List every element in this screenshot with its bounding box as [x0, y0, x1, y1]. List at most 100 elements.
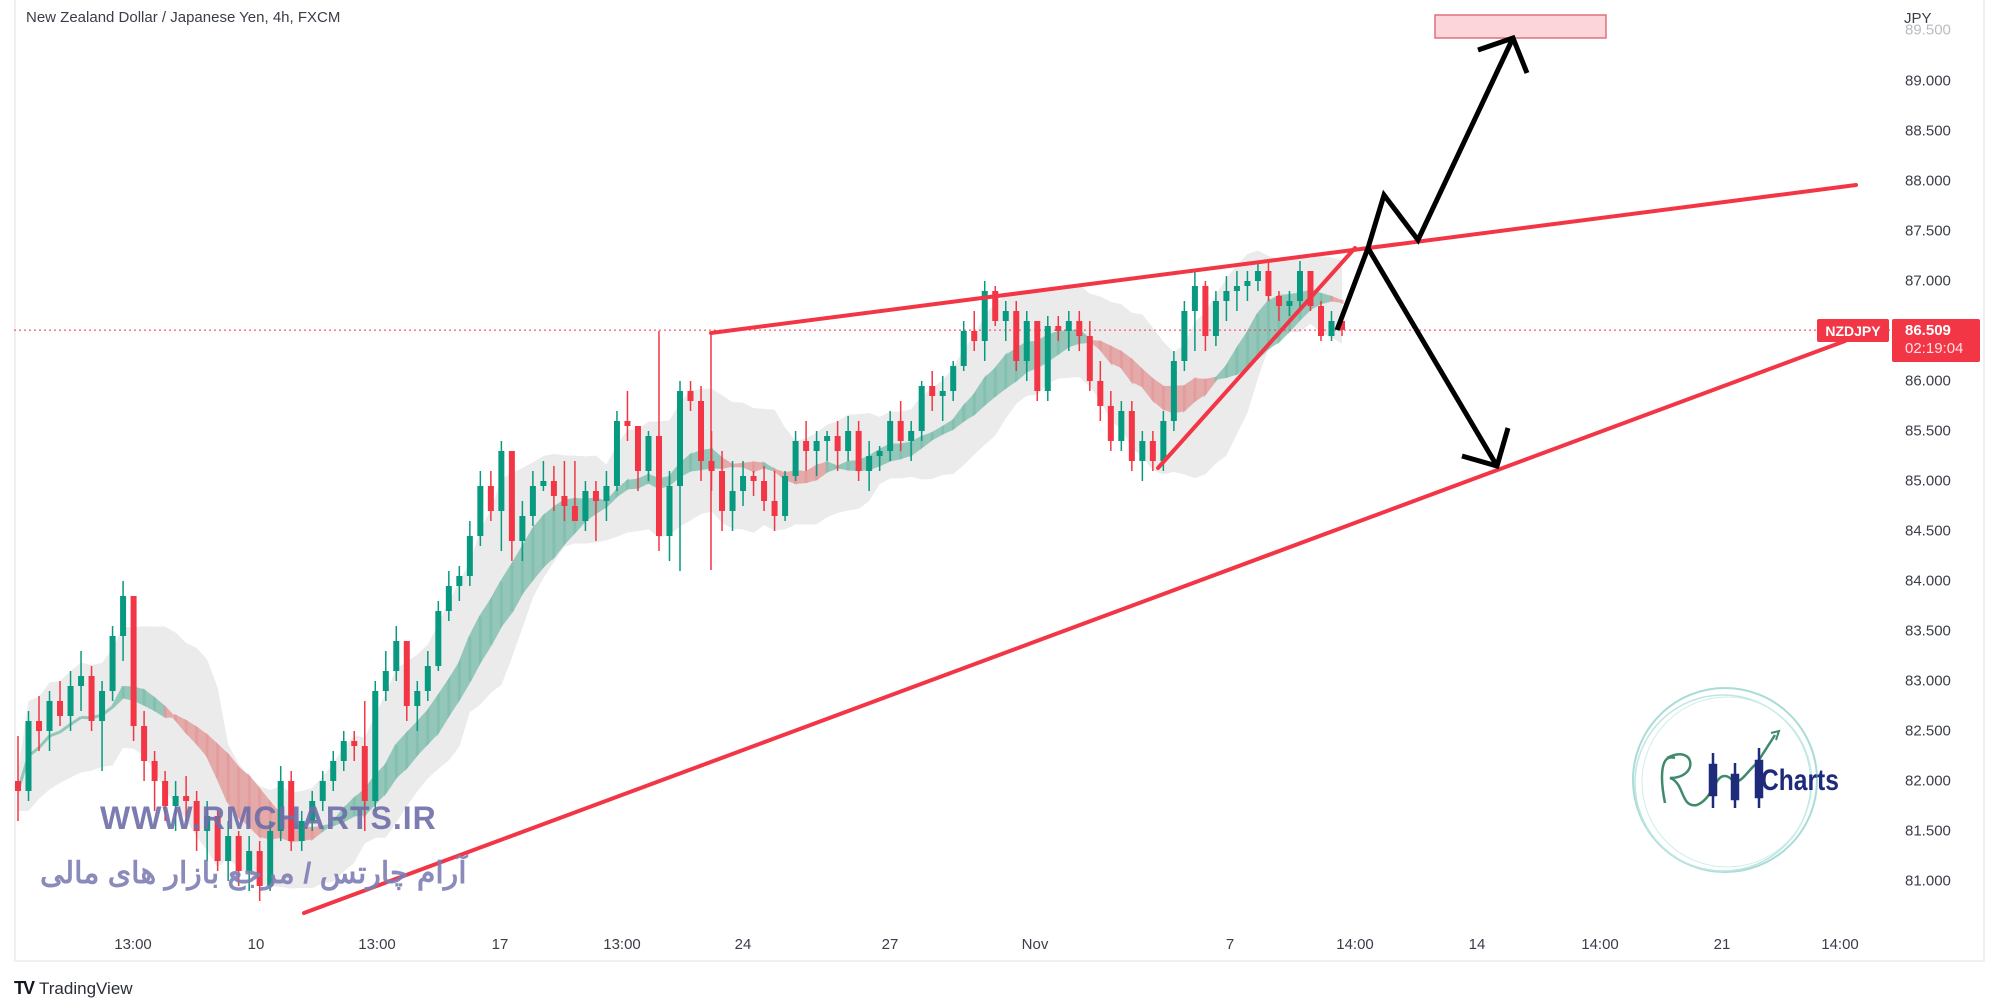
candle-body [740, 476, 747, 491]
candle-body [981, 291, 988, 341]
candle-body [1097, 381, 1104, 406]
candle-body [897, 421, 904, 441]
time-axis[interactable]: 13:00 10 13:00 17 13:00 24 27 Nov 7 14:00 14 14:00 2… [14, 930, 1890, 962]
candle-body [172, 796, 179, 806]
candle-body [1034, 321, 1041, 391]
candle-body [1139, 441, 1146, 461]
ma-band [531, 512, 545, 583]
candle-body [1160, 421, 1167, 461]
target-zone[interactable] [1434, 14, 1607, 39]
time-tick: 17 [491, 936, 509, 953]
candle-body [971, 331, 978, 341]
candle-body [15, 781, 21, 791]
candle-body [256, 851, 263, 886]
candle-body [824, 436, 831, 441]
ma-band [48, 730, 61, 738]
candle-body [288, 781, 295, 841]
price-tick: 83.500 [1905, 622, 1951, 640]
time-tick: 13:00 [358, 936, 396, 953]
candle-body [1044, 326, 1051, 391]
candle-body [235, 836, 242, 871]
candle-body [361, 746, 368, 801]
candle-body [403, 641, 410, 706]
volatility-cloud [18, 250, 1342, 889]
bearish-scenario-arrow[interactable] [1365, 246, 1500, 468]
candle-body [309, 801, 316, 821]
candle-body [99, 691, 106, 721]
candle-body [634, 426, 641, 471]
arrowhead-down-icon [1461, 427, 1511, 470]
candle-body [677, 391, 683, 486]
time-tick: 14:00 [1581, 936, 1619, 953]
price-tick: 84.000 [1905, 572, 1951, 590]
candle-body [120, 596, 127, 636]
ma-band [1329, 295, 1344, 305]
candle-body [351, 741, 358, 746]
time-tick: 13:00 [114, 936, 152, 953]
candle-body [1202, 286, 1209, 336]
candle-body [1118, 411, 1125, 441]
price-tick: 83.000 [1905, 672, 1951, 690]
candle-body [193, 801, 200, 831]
time-tick: 24 [734, 936, 752, 953]
candle-body [855, 431, 862, 471]
candle-body [1065, 321, 1072, 331]
candle-body [1296, 271, 1303, 301]
axis-currency: JPY [1904, 10, 1932, 27]
ma-band [1319, 292, 1333, 305]
price-tick: 82.500 [1905, 722, 1951, 740]
candle-body [624, 421, 631, 426]
candle-body [1265, 271, 1272, 296]
candle-body [382, 671, 389, 691]
price-tick: 84.500 [1905, 522, 1951, 540]
candle-body [508, 451, 515, 541]
lower-trendline[interactable] [302, 339, 1847, 915]
candle-body [487, 486, 494, 511]
watermark-persian: آرام چارتس / مرجع بازار های مالی [40, 857, 467, 890]
candle-body [466, 536, 473, 576]
candle-body [845, 431, 852, 451]
candle-body [719, 471, 726, 511]
candle-body [561, 496, 568, 506]
candle-body [1223, 291, 1230, 301]
ma-band [899, 441, 913, 460]
candle-body [813, 441, 820, 451]
candle-body [645, 436, 652, 471]
ma-band [825, 460, 842, 474]
candle-body [992, 291, 999, 321]
bar-countdown: 02:19:04 [1905, 340, 1964, 357]
candle-body [1055, 326, 1062, 331]
candle-body [666, 486, 673, 536]
candle-body [424, 666, 431, 691]
candle-body [1317, 306, 1324, 336]
upper-trendline[interactable] [709, 183, 1858, 335]
candle-body [1013, 311, 1020, 361]
price-tick: 89.000 [1905, 72, 1951, 90]
candle-body [141, 726, 148, 761]
candle-body [340, 741, 347, 761]
candle-body [225, 836, 232, 861]
price-tick: 81.500 [1905, 822, 1951, 840]
candle-body [592, 491, 599, 501]
candle-body [960, 331, 967, 366]
arrowhead-up-icon [1477, 34, 1530, 74]
inner-trendline[interactable] [1156, 246, 1357, 470]
candle-body [1107, 406, 1114, 441]
last-price-value: 86.509 [1905, 322, 1951, 339]
price-axis[interactable]: JPY 89.000 88.500 88.000 87.500 87.000 86.000… [1890, 0, 1985, 930]
candle-body [939, 391, 946, 396]
candle-body [57, 701, 64, 716]
candle-body [46, 701, 53, 731]
candle-body [613, 421, 620, 486]
candle-body [929, 386, 936, 396]
tradingview-brand[interactable]: TV TradingView [14, 978, 133, 999]
candle-body [109, 636, 116, 691]
price-tick: 85.500 [1905, 422, 1951, 440]
logo-charts-text: Charts [1761, 764, 1839, 797]
price-tick: 88.000 [1905, 172, 1951, 190]
bullish-scenario-arrow[interactable] [1334, 36, 1516, 331]
candle-body [1191, 286, 1198, 311]
price-tick: 81.000 [1905, 872, 1951, 890]
price-tick: 87.000 [1905, 272, 1951, 290]
